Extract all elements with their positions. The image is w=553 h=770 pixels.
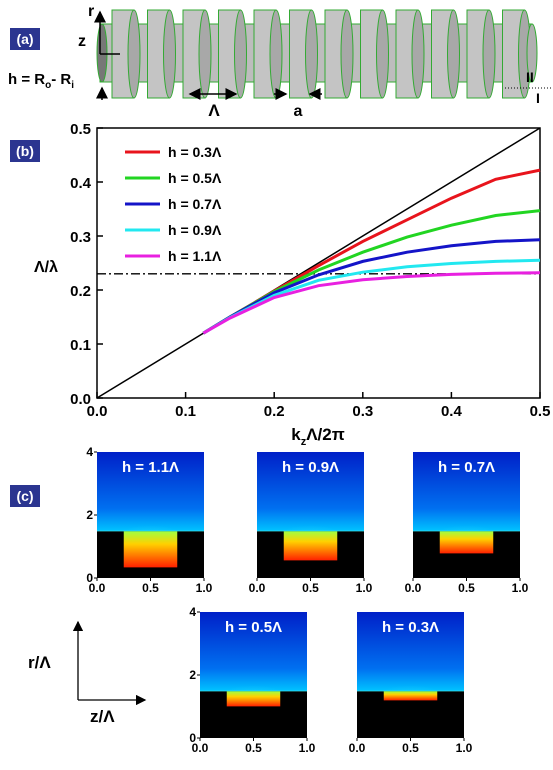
groove-field — [283, 531, 338, 561]
panel-a: (a) rz h = Ro- Ri Λ a III — [8, 3, 553, 120]
series-line — [202, 168, 541, 335]
core-start — [96, 23, 108, 83]
x-tick-label: 0.5 — [142, 581, 159, 595]
x-tick-label: 0.0 — [405, 581, 422, 595]
groove-field — [226, 691, 281, 707]
x-tick-label: 0.2 — [264, 403, 285, 420]
ring-face — [447, 9, 460, 99]
r-axis-label: r/Λ — [28, 653, 51, 672]
x-tick-label: 0.0 — [192, 741, 209, 755]
plot-title: h = 1.1Λ — [122, 459, 179, 476]
panel-label: (a) — [16, 31, 33, 47]
ring-face — [376, 9, 389, 99]
x-tick-label: 0.3 — [352, 403, 373, 420]
panel-b: (b) 0.0 0.1 0.2 0.3 0.4 0.5 0.0 0.1 0.2 0.3 0.4 0.5 k… — [10, 121, 550, 448]
light-line — [96, 127, 541, 399]
gap-label: a — [294, 103, 303, 120]
ring-face — [127, 9, 141, 99]
h-definition: h = Ro- Ri — [8, 71, 74, 91]
ring-face — [340, 9, 354, 99]
panel-label-box — [10, 28, 40, 50]
x-tick-label: 1.0 — [456, 741, 473, 755]
panel-label: (c) — [16, 488, 33, 504]
series-line — [202, 258, 541, 335]
panel-c: (c) h = 1.1Λ 0.0 0.5 1.0 0 2 4 h = 0.9Λ 0.0 0.5 1.0… — [10, 445, 529, 755]
annotation: Λ/λ — [34, 259, 58, 276]
x-tick-label: 1.0 — [512, 581, 529, 595]
groove-field — [439, 531, 494, 554]
x-tick-label: 0.0 — [87, 403, 108, 420]
y-tick-label: 4 — [86, 445, 93, 459]
r-axis-label: r — [88, 3, 94, 20]
y-tick-label: 2 — [189, 668, 196, 682]
legend-label: h = 0.5Λ — [168, 170, 222, 186]
x-tick-label: 0.5 — [302, 581, 319, 595]
core-end — [526, 23, 538, 83]
y-tick-label: 0.4 — [70, 175, 92, 192]
legend-label: h = 0.3Λ — [168, 144, 222, 160]
x-tick-label: 0.0 — [89, 581, 106, 595]
plot-frame — [96, 127, 541, 399]
x-axis-label-part: k — [291, 425, 301, 444]
y-tick-label: 0.2 — [70, 283, 91, 300]
h-definition-part: h = R — [8, 71, 45, 88]
region-2: II — [526, 69, 534, 85]
x-tick-label: 0.4 — [441, 403, 463, 420]
x-tick-label: 1.0 — [196, 581, 213, 595]
x-tick-label: 0.5 — [245, 741, 262, 755]
plot-title: h = 0.7Λ — [438, 459, 495, 476]
series-line — [202, 271, 541, 335]
legend-label: h = 1.1Λ — [168, 248, 222, 264]
plot-title: h = 0.5Λ — [225, 619, 282, 636]
period-label: Λ — [208, 101, 220, 120]
x-axis-label: kzΛ/2π — [291, 425, 345, 448]
ring-face — [198, 9, 212, 99]
panel-label-box — [10, 140, 40, 162]
y-tick-label: 0.0 — [70, 391, 91, 408]
y-tick-label: 0.1 — [70, 337, 91, 354]
y-tick-label: 4 — [189, 605, 196, 619]
h-definition-part: - R — [51, 71, 71, 88]
x-tick-label: 0.5 — [458, 581, 475, 595]
ring-face — [411, 9, 425, 99]
plot-title: h = 0.9Λ — [282, 459, 339, 476]
y-tick-label: 2 — [86, 508, 93, 522]
x-axis-label-part: Λ/2π — [306, 425, 345, 444]
ring-face — [163, 9, 176, 99]
x-tick-label: 0.5 — [402, 741, 419, 755]
x-axis-label-part: z — [301, 436, 307, 448]
plot-title: h = 0.3Λ — [382, 619, 439, 636]
x-tick-label: 0.0 — [349, 741, 366, 755]
y-tick-label: 0 — [86, 571, 93, 585]
x-tick-label: 0.5 — [530, 403, 551, 420]
series-line — [202, 238, 541, 335]
h-definition-part: i — [71, 80, 74, 91]
ring-face — [234, 9, 247, 99]
x-tick-label: 1.0 — [356, 581, 373, 595]
legend-label: h = 0.9Λ — [168, 222, 222, 238]
y-tick-label: 0.5 — [70, 121, 91, 138]
groove-field — [123, 531, 178, 568]
h-definition-part: o — [45, 80, 51, 91]
y-tick-label: 0.3 — [70, 229, 91, 246]
panel-label-box — [10, 485, 40, 507]
z-axis-label: z — [78, 33, 86, 50]
groove-field — [383, 691, 438, 701]
region-1: I — [536, 90, 540, 106]
ring-face — [482, 9, 496, 99]
z-axis-label: z/Λ — [90, 707, 115, 726]
ring-face — [305, 9, 318, 99]
legend-label: h = 0.7Λ — [168, 196, 222, 212]
x-tick-label: 0.0 — [249, 581, 266, 595]
x-tick-label: 0.1 — [175, 403, 196, 420]
x-tick-label: 1.0 — [299, 741, 316, 755]
panel-label: (b) — [16, 143, 34, 159]
ring-face — [269, 9, 283, 99]
y-tick-label: 0 — [189, 731, 196, 745]
